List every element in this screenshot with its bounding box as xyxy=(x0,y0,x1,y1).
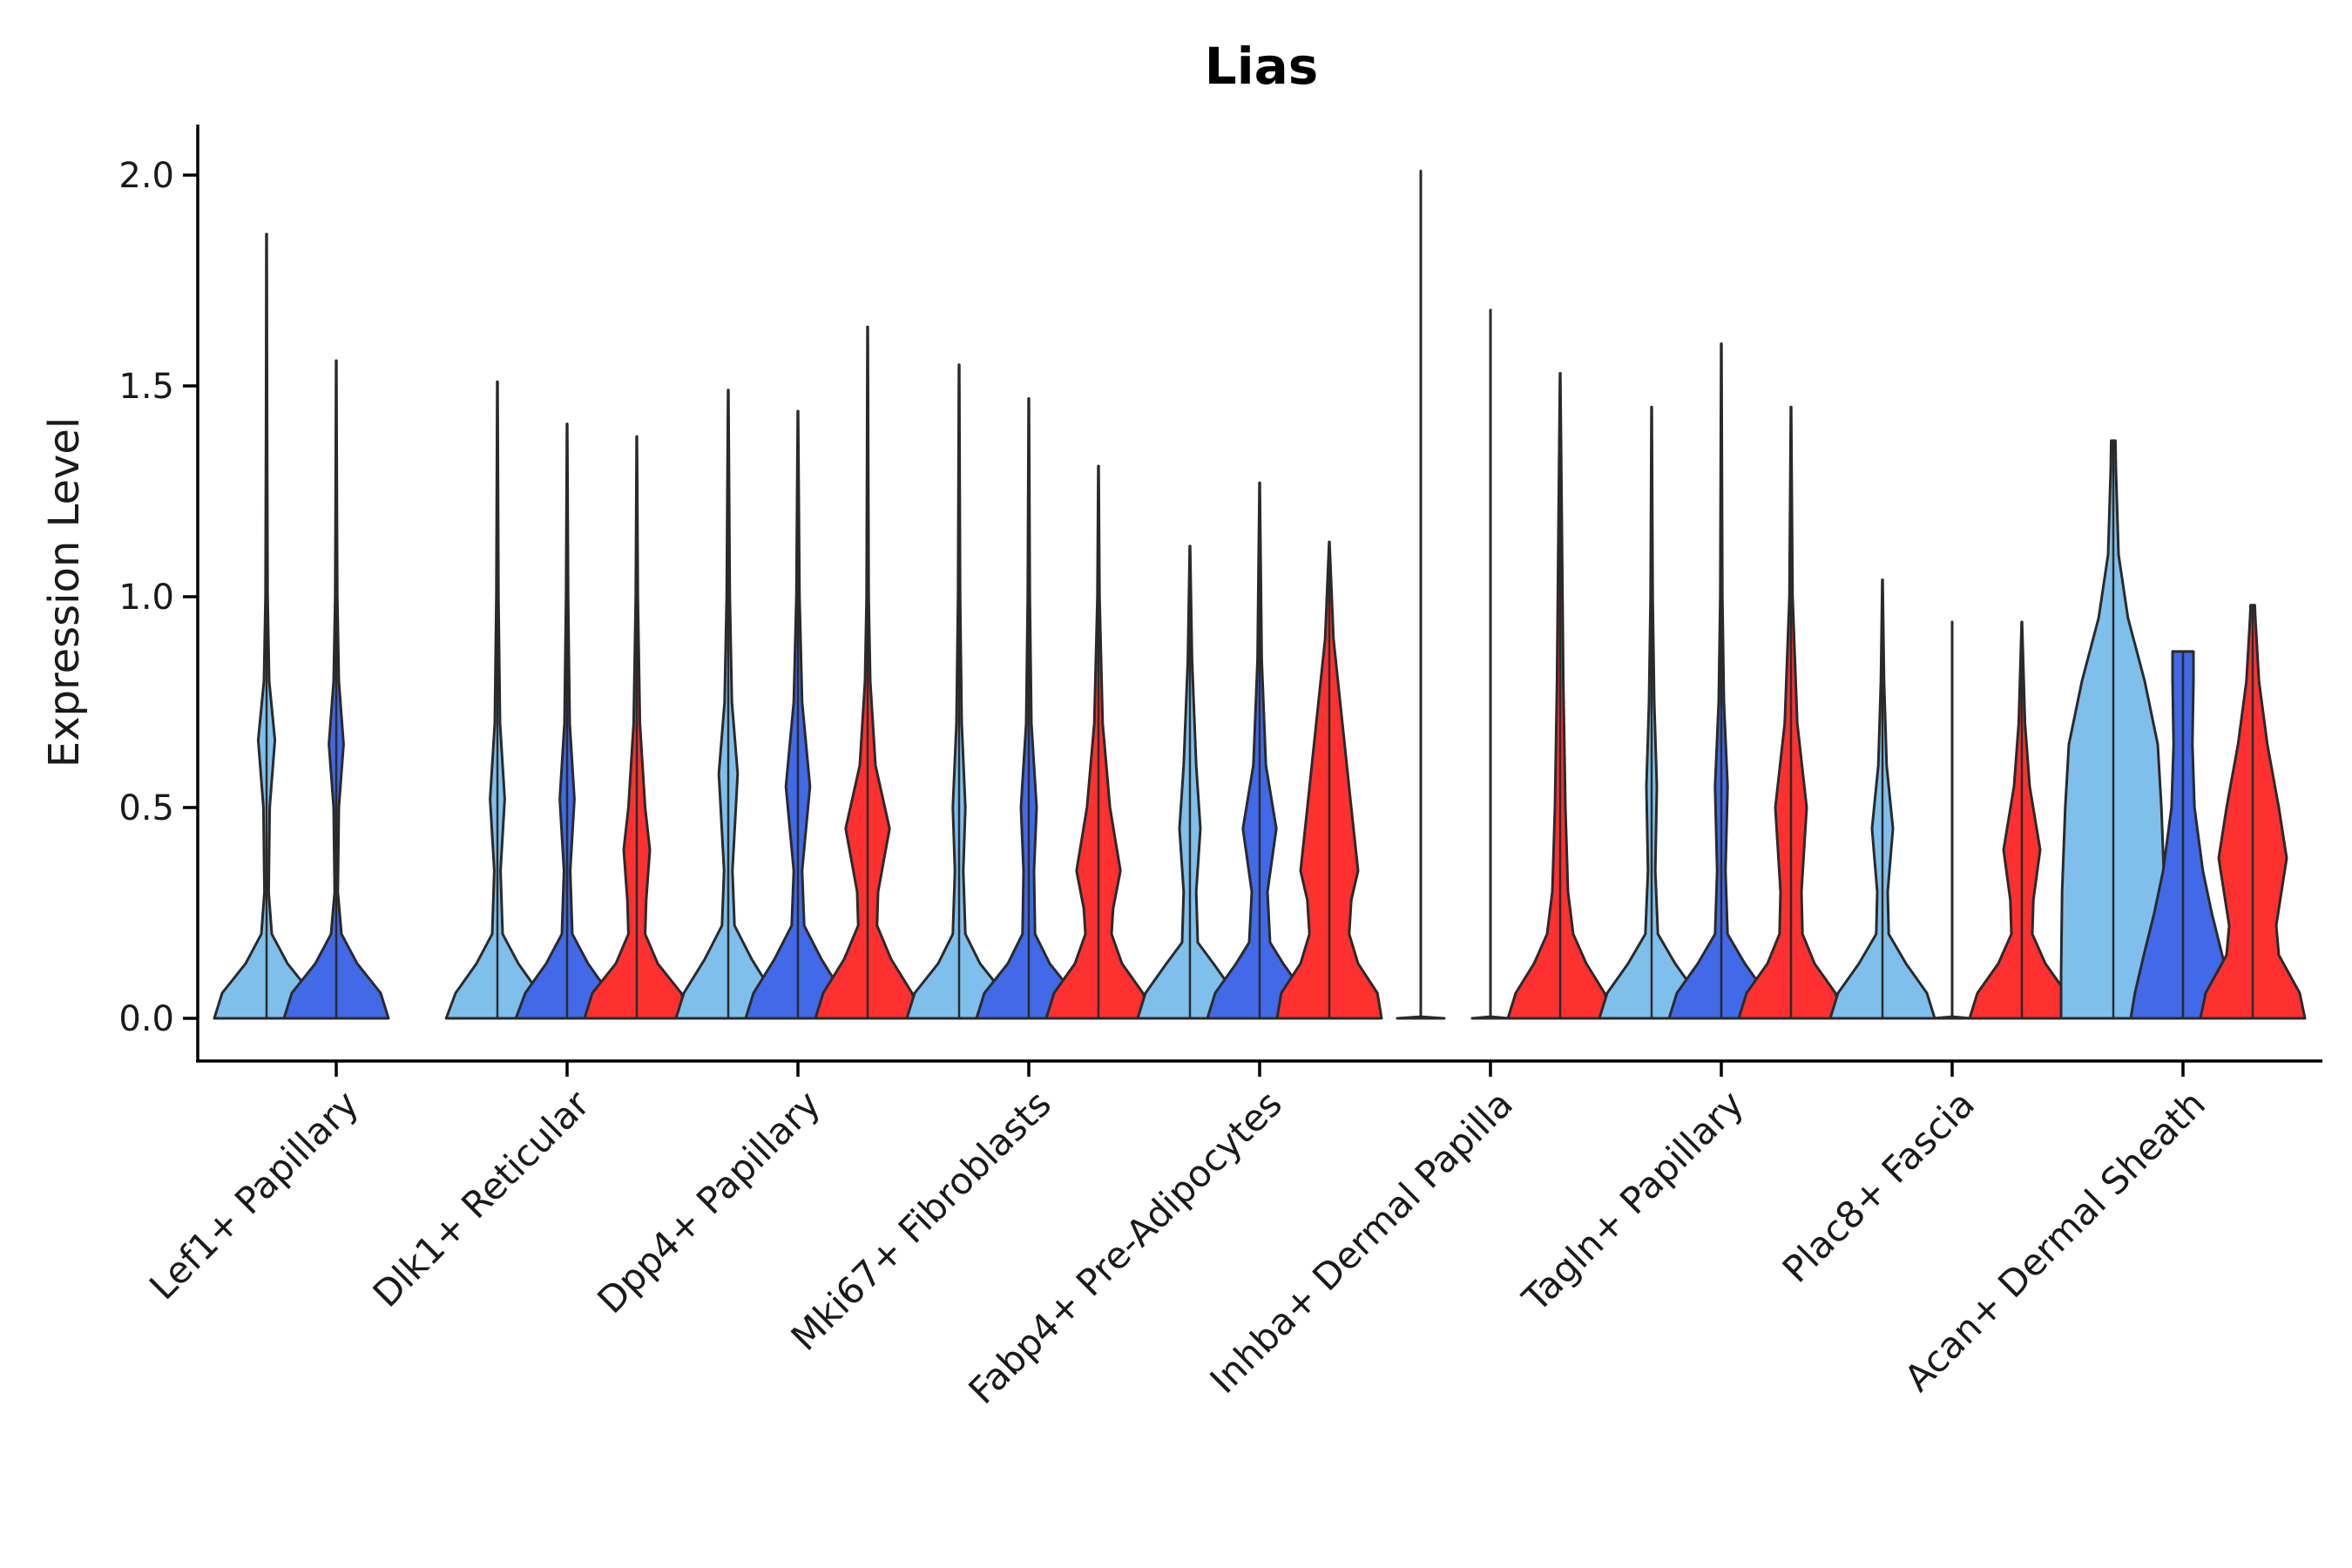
y-tick-label: 2.0 xyxy=(118,156,174,196)
y-tick-label: 0.0 xyxy=(118,999,174,1039)
x-category-label: Mki67+ Fibroblasts xyxy=(783,1082,1059,1358)
y-tick-group: 0.0 0.5 1.0 1.5 2.0 xyxy=(118,156,198,1039)
y-tick-label: 1.5 xyxy=(118,367,174,407)
y-axis-title: Expression Level xyxy=(40,417,89,768)
chart-title: Lias xyxy=(1205,37,1319,96)
y-tick-label: 1.0 xyxy=(118,578,174,618)
x-category-label: Tagln+ Papillary xyxy=(1514,1082,1752,1320)
x-category-label: Dpp4+ Papillary xyxy=(589,1082,828,1321)
violin-group xyxy=(213,169,2307,1020)
x-category-label: Lef1+ Papillary xyxy=(141,1082,367,1308)
x-category-label: Dlk1+ Reticular xyxy=(365,1082,598,1315)
x-category-label: Plac8+ Fascia xyxy=(1774,1082,1983,1290)
y-tick-label: 0.5 xyxy=(118,788,174,828)
